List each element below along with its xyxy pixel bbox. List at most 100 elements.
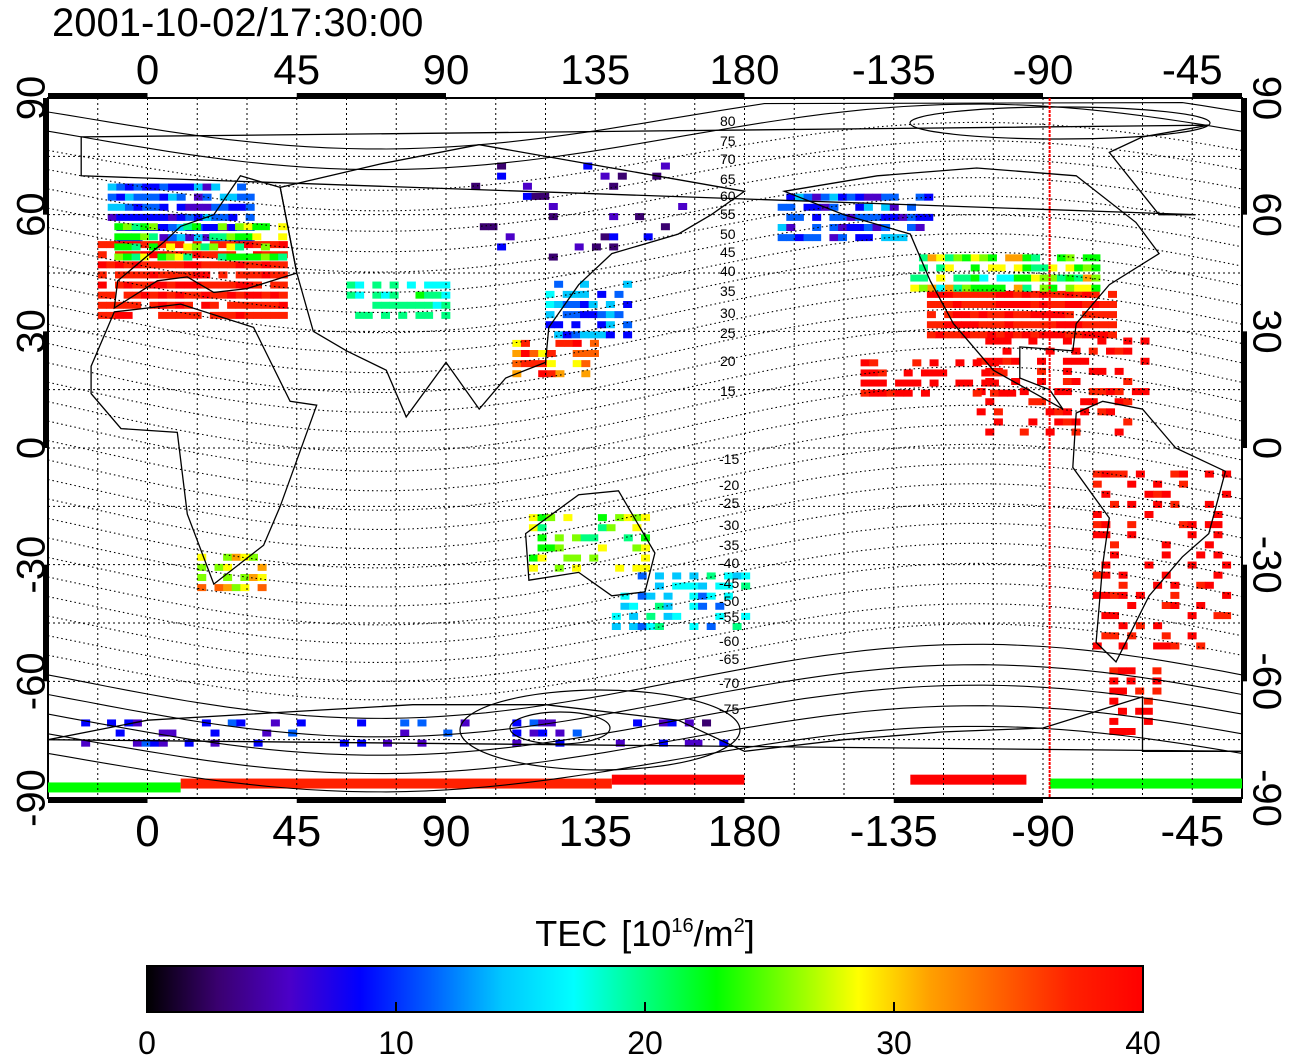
x-tick-label-top: 90 [423,46,470,93]
tec-cell [1135,470,1145,478]
tec-cell [555,729,565,737]
tec-cell [1013,254,1023,262]
tec-cell [106,291,116,299]
tec-cell [563,514,573,522]
tec-cell [723,592,733,600]
tec-cell [895,389,905,397]
tec-cell [192,311,202,319]
tec-cell [116,203,126,211]
tec-cell [689,572,699,580]
tec-cell [1056,301,1066,308]
tec-cell [600,172,610,180]
tec-cell [158,739,168,747]
tec-cell [166,271,176,279]
tec-cell [1127,602,1137,609]
tec-cell [141,739,151,747]
tec-cell [278,223,288,231]
map-title: 2001-10-02/17:30:00 [52,1,423,45]
tec-cell [554,534,564,542]
tec-cell [214,584,224,592]
mlat-label-south: -30 [719,517,739,533]
tec-cell [219,193,229,201]
tec-cell [629,623,639,630]
tec-cell [1071,378,1081,385]
tec-cell [219,203,229,211]
tec-cell [1054,388,1064,396]
tec-cell [955,359,965,367]
tec-cell [158,311,168,319]
tec-cell [1047,331,1057,339]
tec-cell [150,203,160,211]
tec-cell [529,360,539,368]
tec-cell [252,271,262,279]
tec-cell [1106,388,1116,396]
tec-cell [1118,470,1128,478]
tec-cell [881,193,891,201]
tec-cell [1039,264,1049,272]
tec-cell [1204,470,1214,478]
x-tick-label-bottom: 180 [708,807,781,856]
tec-cell [512,719,522,727]
tec-cell [471,182,481,190]
tec-cell [243,253,253,261]
mlat-label-north: 70 [720,151,736,167]
tec-cell [1126,677,1136,685]
tec-cell [1108,301,1118,308]
tec-cell [989,389,999,397]
tec-cell [1153,622,1163,630]
tec-cell [609,182,619,190]
tec-cell [1005,274,1015,282]
tec-cell [226,253,236,261]
tec-cell [562,290,572,298]
mlat-contour [48,327,1242,413]
tec-cell [185,183,195,191]
y-tick-label-right: -30 [1244,536,1288,594]
tec-cell [927,254,937,262]
tec-cell [869,379,879,387]
edge-bar-top [595,93,745,98]
tec-cell [660,223,670,231]
tec-cell [1213,531,1223,539]
tec-cell [223,563,233,571]
tec-cell [1109,541,1119,549]
edge-bar-bottom [296,798,446,803]
tec-cell [228,224,238,231]
tec-cell [1204,500,1214,508]
tec-cell [1101,470,1111,478]
tec-cell [1005,254,1015,262]
tec-cell [672,612,682,620]
tec-cell [244,261,254,269]
tec-cell [1101,632,1111,640]
tec-cell [944,290,954,298]
tec-cell [563,554,573,562]
tec-cell [520,339,530,347]
tec-cell [240,584,250,592]
tec-cell [1074,264,1084,272]
tec-cell [1117,707,1127,715]
tec-cell [114,253,124,261]
tec-cell [1106,347,1116,355]
tec-cell [228,213,238,221]
tec-cell [278,301,288,309]
mlat-label-south: -65 [719,651,739,667]
tec-cell [107,213,117,221]
tec-cell [1123,378,1133,385]
tec-cell [589,339,599,347]
tec-cell [1013,311,1023,319]
tec-cell [1114,367,1124,375]
tec-cell [132,291,142,299]
tec-cell [1065,254,1075,262]
tec-cell [1088,388,1098,396]
tec-cell [860,379,870,387]
tec-cell [667,719,677,727]
mlat-label-south: -15 [719,451,739,467]
tec-cell [1037,367,1047,375]
tec-cell [261,271,271,279]
tec-cell [228,193,238,201]
tec-cell [218,291,228,299]
tec-cell [124,213,134,221]
tec-cell [363,311,373,319]
tec-cell [1062,378,1072,385]
tec-cell [654,602,664,610]
tec-cell [1109,697,1119,705]
